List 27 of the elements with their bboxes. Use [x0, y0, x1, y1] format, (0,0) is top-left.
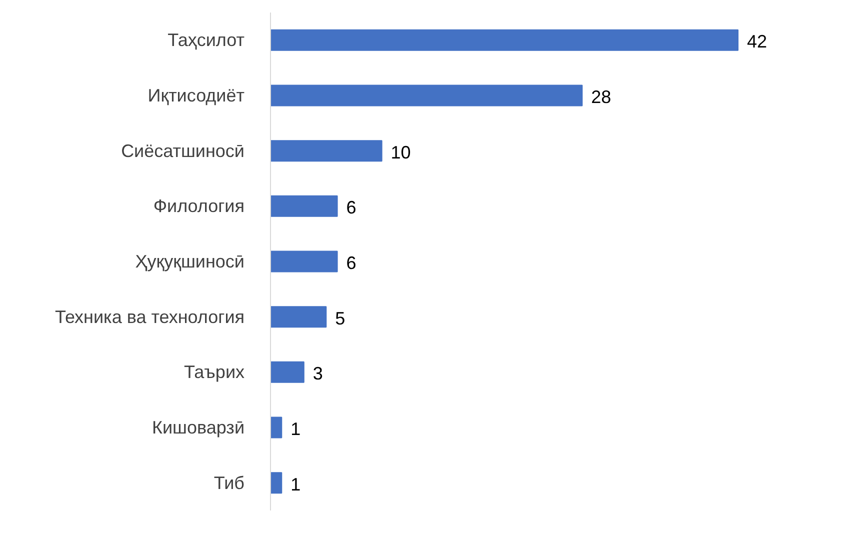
data-label: 1	[290, 419, 301, 439]
data-label: 5	[335, 308, 346, 328]
y-tick-label: Ҳуқуқшиносӣ	[135, 252, 245, 272]
data-label: 10	[390, 142, 411, 162]
y-tick-label: Филология	[153, 196, 245, 216]
bar	[270, 361, 304, 383]
y-tick-label: Сиёсатшиносӣ	[121, 140, 245, 161]
bar	[270, 29, 738, 51]
y-tick-label: Иқтисодиёт	[148, 86, 245, 106]
y-tick-label: Техника ва технология	[54, 306, 244, 327]
y-tick-label: Таърих	[184, 362, 245, 382]
data-label: 6	[346, 198, 356, 218]
bar	[270, 306, 327, 328]
bar	[270, 416, 282, 438]
y-tick-label: Кишоварзӣ	[152, 418, 245, 438]
bar	[270, 250, 338, 272]
data-label: 3	[312, 364, 323, 384]
data-label: 42	[747, 32, 768, 52]
data-label: 28	[591, 87, 612, 107]
bar	[270, 472, 282, 494]
bar	[270, 195, 338, 217]
data-label: 6	[346, 253, 356, 273]
bar	[270, 84, 583, 106]
bar	[270, 140, 382, 162]
y-tick-label: Таҳсилот	[168, 30, 245, 50]
data-label: 1	[290, 474, 301, 494]
y-tick-label: Тиб	[214, 472, 245, 493]
